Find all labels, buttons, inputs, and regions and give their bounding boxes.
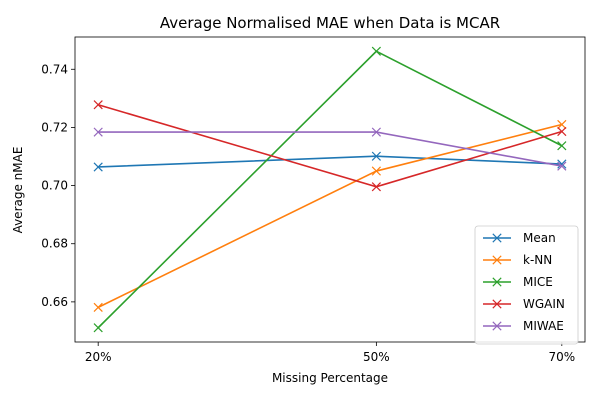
series-line-wgain <box>97 103 563 188</box>
data-point-mice <box>371 46 381 56</box>
marker-stroke <box>557 119 567 130</box>
legend-item-k-nn: k-NN <box>483 253 552 267</box>
marker-stroke <box>93 162 103 172</box>
marker-stroke <box>371 46 381 56</box>
marker-stroke <box>93 302 103 313</box>
data-point-miwae <box>371 127 381 137</box>
legend-item-mice: MICE <box>483 275 553 289</box>
legend-label: MIWAE <box>523 319 564 333</box>
legend-marker <box>492 255 502 265</box>
legend-label: Mean <box>523 231 556 245</box>
y-tick-label: 0.70 <box>41 179 68 193</box>
y-tick-label: 0.74 <box>41 62 68 76</box>
marker-stroke <box>93 100 103 110</box>
marker-stroke <box>371 127 381 137</box>
legend-item-miwae: MIWAE <box>483 319 564 333</box>
axes-frame <box>74 36 586 343</box>
plot-area: 0.66 0.68 0.70 0.72 0.74 20% 50% 70% <box>41 36 586 364</box>
marker-stroke <box>557 159 567 169</box>
y-tick-label: 0.68 <box>41 237 68 251</box>
series-miwae <box>93 127 567 171</box>
chart-title: Average Normalised MAE when Data is MCAR <box>160 14 500 32</box>
marker-stroke <box>557 126 567 137</box>
y-axis-label: Average nMAE <box>11 147 25 234</box>
marker-stroke <box>492 299 502 309</box>
data-point-wgain <box>93 100 103 110</box>
x-tick-label: 20% <box>85 350 112 364</box>
legend-item-wgain: WGAIN <box>483 297 565 311</box>
marker-stroke <box>93 127 103 137</box>
legend-label: MICE <box>523 275 553 289</box>
marker-stroke <box>492 321 502 331</box>
data-point-miwae <box>557 161 567 171</box>
y-tick-label: 0.72 <box>41 120 68 134</box>
legend-marker <box>492 277 502 287</box>
series-wgain <box>93 100 567 192</box>
legend-marker <box>492 233 502 243</box>
data-point-wgain <box>557 126 567 137</box>
series-mean <box>93 151 567 172</box>
marker-stroke <box>371 166 381 176</box>
data-point-miwae <box>93 127 103 137</box>
marker-stroke <box>557 161 567 171</box>
data-point-mean <box>371 151 381 161</box>
marker-stroke <box>371 151 381 161</box>
data-point-k-nn <box>371 166 381 176</box>
legend-item-mean: Mean <box>483 231 556 245</box>
y-tick-label: 0.66 <box>41 295 68 309</box>
data-point-mice <box>93 323 103 333</box>
data-point-k-nn <box>557 119 567 130</box>
marker-stroke <box>492 233 502 243</box>
legend-label: WGAIN <box>523 297 565 311</box>
marker-stroke <box>492 277 502 287</box>
marker-stroke <box>492 255 502 265</box>
data-point-mean <box>557 159 567 169</box>
x-axis-label: Missing Percentage <box>272 371 388 385</box>
data-point-mice <box>557 141 567 151</box>
data-point-wgain <box>371 182 381 192</box>
legend-marker <box>492 321 502 331</box>
marker-stroke <box>371 182 381 192</box>
legend-marker <box>492 299 502 309</box>
x-tick-label: 50% <box>363 350 390 364</box>
data-point-mean <box>93 162 103 172</box>
legend-label: k-NN <box>523 253 552 267</box>
data-point-k-nn <box>93 302 103 313</box>
marker-stroke <box>557 141 567 151</box>
series-mice <box>93 46 567 333</box>
x-tick-label: 70% <box>548 350 575 364</box>
legend: Mean k-NN MICE WGAIN MIWAE <box>474 225 579 345</box>
marker-stroke <box>93 323 103 333</box>
series-line-mean <box>98 155 562 168</box>
series-k-nn <box>93 119 567 313</box>
